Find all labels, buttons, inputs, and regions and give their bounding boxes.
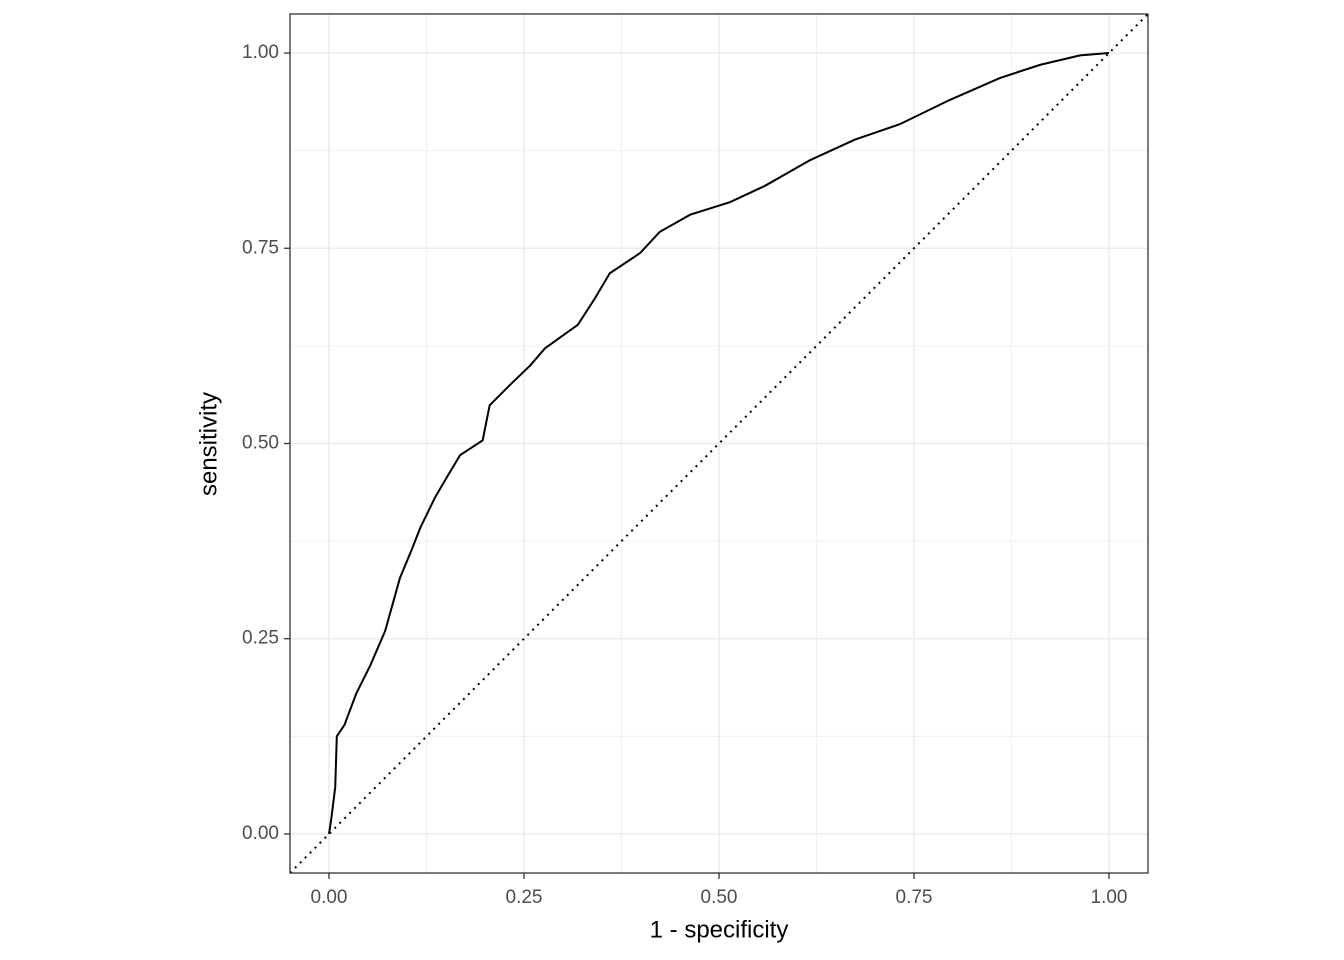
y-tick-label: 1.00 — [242, 42, 279, 63]
x-axis-title: 1 - specificity — [650, 916, 789, 943]
x-tick-label: 0.50 — [701, 887, 738, 908]
x-tick-label: 0.00 — [311, 887, 348, 908]
x-tick-label: 0.75 — [896, 887, 933, 908]
x-tick-label: 0.25 — [506, 887, 543, 908]
y-axis-title: sensitivity — [195, 392, 222, 496]
y-tick-label: 0.75 — [242, 237, 279, 258]
roc-curve — [328, 52, 1110, 835]
y-tick-label: 0.00 — [242, 823, 279, 844]
marks — [328, 52, 1110, 835]
y-tick-label: 0.25 — [242, 628, 279, 649]
x-tick-label: 1.00 — [1091, 887, 1128, 908]
y-tick-label: 0.50 — [242, 433, 279, 454]
